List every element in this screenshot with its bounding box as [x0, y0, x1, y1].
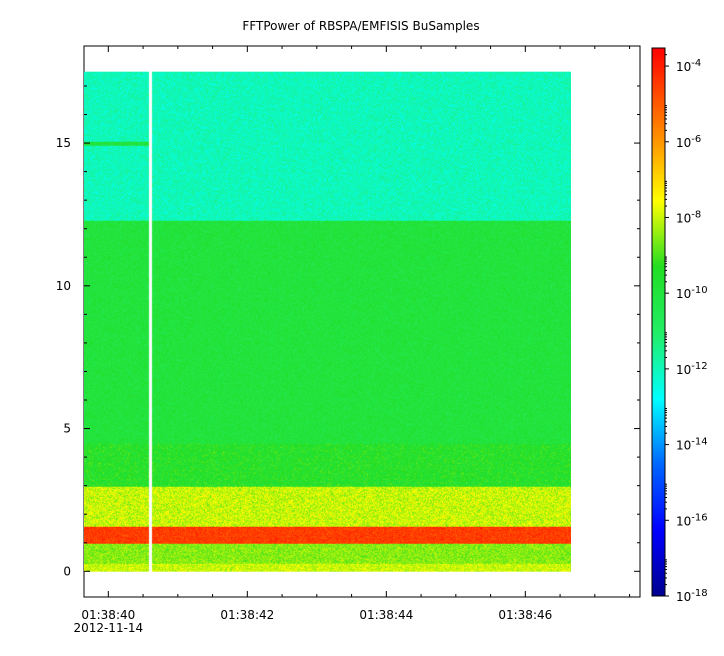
spectrogram-pixels: [84, 71, 571, 572]
colorbar-tick-label: 10-6: [676, 134, 701, 150]
x-tick-label: 01:38:40: [81, 608, 135, 622]
chart-title: FFTPower of RBSPA/EMFISIS BuSamples: [242, 19, 479, 33]
colorbar-tick-label: 10-4: [676, 58, 701, 74]
y-tick-label: 0: [63, 564, 71, 578]
colorbar-gradient: [652, 48, 665, 596]
y-tick-label: 5: [63, 422, 71, 436]
colorbar-tick-label: 10-14: [676, 437, 708, 453]
spectrogram-image: [84, 71, 571, 572]
colorbar: 10-4 10-6 10-8 10-10 10-12 10-14 10-16 10-18: [651, 47, 708, 604]
colorbar-tick-label: 10-8: [676, 209, 701, 225]
x-tick-label: 01:38:44: [359, 608, 413, 622]
y-axis: 0 5 10 15: [56, 85, 640, 578]
colorbar-tick-label: 10-18: [676, 588, 708, 604]
y-tick-label: 10: [56, 279, 71, 293]
x-tick-label: 01:38:46: [498, 608, 552, 622]
x-date-label: 2012-11-14: [73, 621, 143, 635]
y-tick-label: 15: [56, 136, 71, 150]
x-tick-label: 01:38:42: [220, 608, 274, 622]
colorbar-tick-label: 10-16: [676, 512, 708, 528]
colorbar-tick-label: 10-10: [676, 285, 708, 301]
colorbar-tick-label: 10-12: [676, 361, 708, 377]
colorbar-frame: [651, 47, 666, 597]
